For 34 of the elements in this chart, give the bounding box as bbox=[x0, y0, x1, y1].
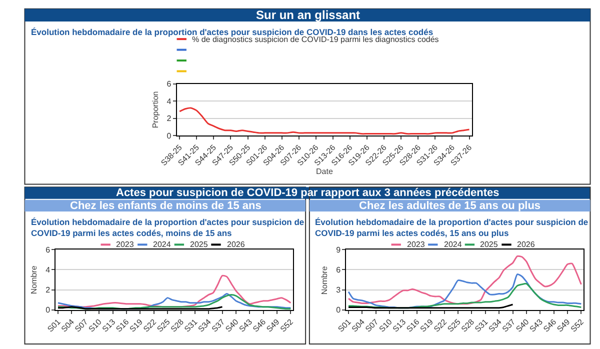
chart-title: Évolution hebdomadaire de la proportion d'actes pour suspicion de COVID-19 dans les actes codés bbox=[31, 27, 434, 37]
y-tick-label: 2 bbox=[166, 114, 172, 124]
y-tick-label: 6 bbox=[336, 265, 342, 274]
y-tick-label: 3 bbox=[336, 286, 342, 295]
line-series bbox=[348, 255, 582, 305]
legend-label: 2024 bbox=[153, 240, 172, 249]
legend-label: 2023 bbox=[407, 240, 426, 249]
y-tick-label: 2 bbox=[46, 286, 51, 295]
y-tick-label: 6 bbox=[166, 80, 172, 89]
y-tick-label: 9 bbox=[336, 245, 342, 254]
y-tick-label: 0 bbox=[336, 306, 342, 315]
chart-title: Évolution hebdomadaire de la proportion d'actes pour suspicion de COVID-19 parmi les actes codés, 15 ans ou plus bbox=[315, 217, 588, 238]
text: Actes pour suspicion de COVID-19 par rapport aux 3 années précédentes bbox=[116, 187, 500, 199]
y-axis-title: Nombre bbox=[320, 266, 330, 295]
text: Chez les adultes de 15 ans ou plus bbox=[359, 200, 541, 212]
legend-label: % de diagnostics suspicion de COVID-19 parmi les diagnostics codés bbox=[192, 35, 439, 44]
y-tick-label: 4 bbox=[46, 265, 51, 274]
chart-title: Évolution hebdomadaire de la proportion d'actes pour suspicion de COVID-19 parmi les actes codés, moins de 15 ans bbox=[31, 217, 304, 238]
legend-label: 2025 bbox=[190, 240, 208, 249]
legend-label: 2025 bbox=[480, 240, 498, 249]
legend-label: 2023 bbox=[116, 240, 134, 249]
y-axis-title: Proportion bbox=[150, 91, 160, 128]
x-axis-title: Date bbox=[316, 167, 334, 176]
text: Chez les enfants de moins de 15 ans bbox=[70, 200, 262, 212]
legend-label: 2024 bbox=[444, 240, 462, 249]
line-series bbox=[178, 107, 470, 135]
y-tick-label: 0 bbox=[46, 306, 51, 315]
y-axis-title: Nombre bbox=[30, 265, 39, 294]
y-tick-label: 0 bbox=[166, 131, 172, 140]
y-tick-label: 4 bbox=[166, 96, 172, 106]
y-tick-label: 6 bbox=[46, 245, 51, 254]
legend-label: 2026 bbox=[517, 240, 536, 249]
text: Sur un an glissant bbox=[256, 8, 360, 22]
legend-label: 2026 bbox=[227, 240, 246, 249]
